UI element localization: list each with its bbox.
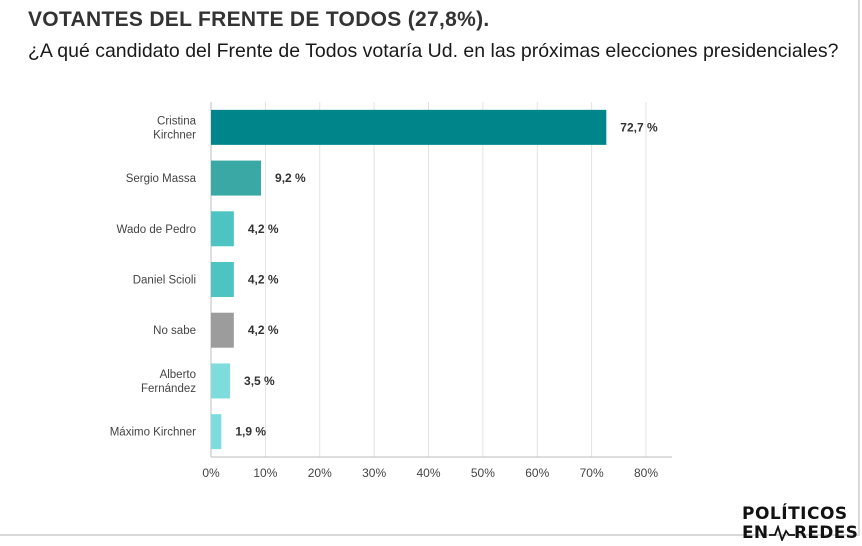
value-label: 72,7 %: [620, 120, 658, 134]
x-tick-label: 30%: [362, 466, 386, 480]
value-label: 3,5 %: [244, 374, 275, 388]
category-label: No sabe: [153, 325, 196, 337]
logo-line-1: POLÍTICOS: [742, 504, 848, 524]
x-tick-label: 70%: [580, 466, 604, 480]
bar: [211, 363, 231, 399]
bar: [211, 109, 607, 145]
value-label: 4,2 %: [248, 222, 279, 236]
chart-frame: [0, 0, 860, 536]
category-label: Daniel Scioli: [133, 275, 196, 287]
category-label: Wado de Pedro: [117, 224, 196, 236]
x-tick-label: 60%: [525, 466, 549, 480]
logo-line-2: EN REDES: [742, 523, 858, 543]
x-tick-label: 80%: [634, 466, 658, 480]
heartbeat-icon: [769, 525, 795, 541]
bar: [211, 312, 234, 348]
x-tick-label: 40%: [416, 466, 440, 480]
x-tick-label: 10%: [253, 466, 277, 480]
category-label: Cristina Kirchner: [153, 115, 196, 141]
category-label: Sergio Massa: [126, 173, 197, 185]
logo-line-2-a: EN: [742, 523, 769, 543]
chart-title: VOTANTES DEL FRENTE DE TODOS (27,8%).: [28, 8, 490, 31]
value-label: 4,2 %: [248, 323, 279, 337]
bar: [211, 414, 222, 450]
bar: [211, 160, 262, 196]
politicos-en-redes-logo: POLÍTICOS EN REDES: [742, 504, 858, 543]
x-tick-label: 20%: [308, 466, 332, 480]
category-label: Alberto Fernández: [141, 369, 196, 395]
value-label: 4,2 %: [248, 273, 279, 287]
bar: [211, 262, 234, 297]
x-tick-label: 0%: [202, 466, 220, 480]
logo-line-2-b: REDES: [794, 523, 859, 543]
x-tick-label: 50%: [471, 466, 495, 480]
value-label: 1,9 %: [235, 425, 266, 439]
category-label: Máximo Kirchner: [110, 427, 196, 439]
bar: [211, 211, 234, 247]
chart-subtitle: ¿A qué candidato del Frente de Todos vot…: [28, 40, 839, 62]
value-label: 9,2 %: [275, 171, 306, 185]
